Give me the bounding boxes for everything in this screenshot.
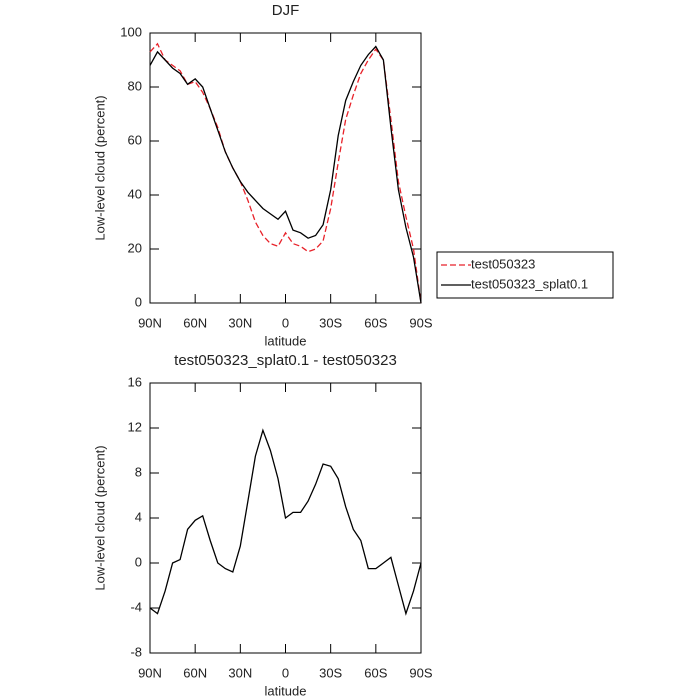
- y-tick-label: 20: [128, 240, 142, 255]
- x-tick-label: 30S: [319, 315, 342, 330]
- x-tick-label: 90S: [409, 665, 432, 680]
- legend-box: [436, 251, 614, 299]
- x-tick-label: 90S: [409, 315, 432, 330]
- data-line: [149, 45, 422, 304]
- y-tick-label: 0: [135, 294, 142, 309]
- y-tick-label: 80: [128, 78, 142, 93]
- y-tick-label: 0: [135, 554, 142, 569]
- y-axis-label: Low-level cloud (percent): [92, 445, 107, 590]
- y-tick-label: 16: [128, 374, 142, 389]
- y-tick-label: 40: [128, 186, 142, 201]
- x-tick-label: 90N: [138, 315, 162, 330]
- x-tick-label: 30S: [319, 665, 342, 680]
- data-line: [149, 42, 422, 304]
- legend-label: test050323: [471, 256, 535, 271]
- x-tick-label: 60N: [183, 315, 207, 330]
- x-tick-label: 60S: [364, 315, 387, 330]
- plot-frame: [149, 382, 422, 654]
- y-tick-label: 4: [135, 509, 142, 524]
- legend-label: test050323_splat0.1: [471, 276, 588, 291]
- y-tick-label: 8: [135, 464, 142, 479]
- x-tick-label: 60N: [183, 665, 207, 680]
- y-tick-label: -4: [130, 599, 142, 614]
- x-tick-label: 30N: [228, 315, 252, 330]
- chart-title: DJF: [272, 2, 300, 19]
- x-tick-label: 90N: [138, 665, 162, 680]
- plot-frame: [149, 32, 422, 304]
- y-tick-label: 100: [120, 24, 142, 39]
- x-tick-label: 60S: [364, 665, 387, 680]
- x-axis-label: latitude: [265, 683, 307, 698]
- x-axis-label: latitude: [265, 333, 307, 348]
- x-tick-label: 30N: [228, 665, 252, 680]
- y-tick-label: -8: [130, 644, 142, 659]
- y-tick-label: 60: [128, 132, 142, 147]
- x-tick-label: 0: [282, 665, 289, 680]
- y-tick-label: 12: [128, 419, 142, 434]
- chart-title: test050323_splat0.1 - test050323: [174, 352, 397, 369]
- data-line: [149, 428, 422, 616]
- y-axis-label: Low-level cloud (percent): [92, 95, 107, 240]
- x-tick-label: 0: [282, 315, 289, 330]
